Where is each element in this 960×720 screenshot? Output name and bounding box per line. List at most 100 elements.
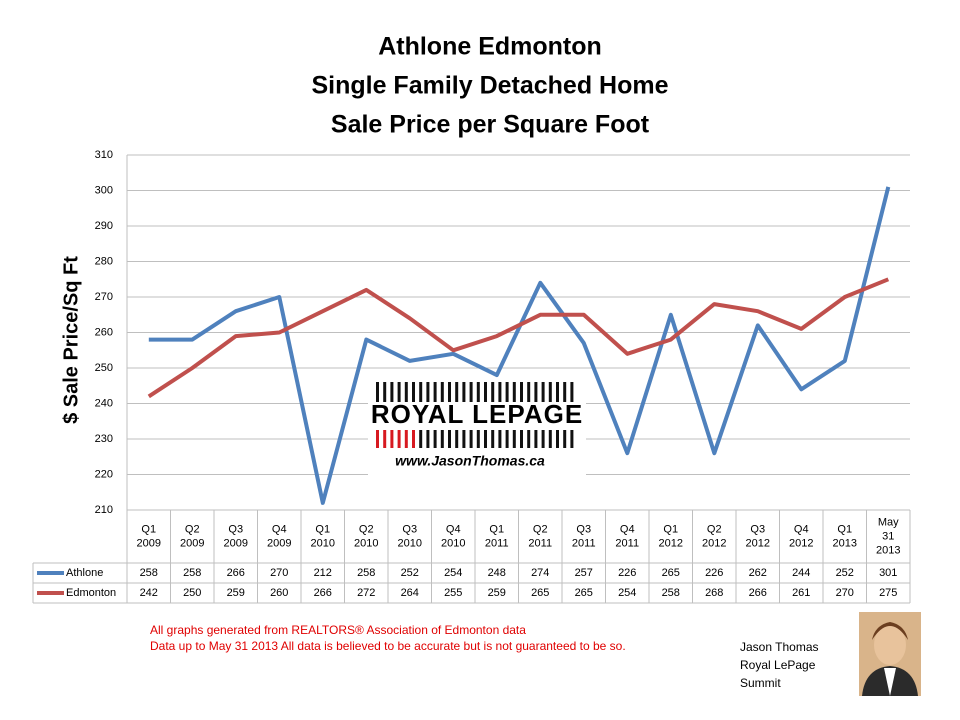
series-line <box>147 277 890 399</box>
table-cell: 212 <box>314 567 332 579</box>
x-tick-line: 2013 <box>876 544 900 556</box>
table-cell: 255 <box>444 587 462 599</box>
table-cell: 254 <box>444 567 462 579</box>
x-tick-line: Q1 <box>837 523 852 535</box>
logo-stripe <box>520 430 523 448</box>
logo-stripe <box>469 382 473 402</box>
logo-stripe <box>397 430 401 448</box>
logo-stripe <box>426 382 430 402</box>
x-tick-line: 2009 <box>267 537 291 549</box>
logo-stripe <box>419 430 423 448</box>
table-cell: 272 <box>357 587 375 599</box>
x-tick-label: Q1 2013 <box>833 523 857 549</box>
table-cell: 274 <box>531 567 549 579</box>
logo-stripe <box>440 430 444 448</box>
logo-stripe <box>541 382 545 402</box>
logo-stripe <box>505 382 509 402</box>
x-tick-line: Q1 <box>315 523 330 535</box>
x-tick-label: Q1 2011 <box>485 523 509 549</box>
logo-stripe <box>563 382 567 402</box>
x-tick-line: Q1 <box>141 523 156 535</box>
y-tick-label: 220 <box>95 468 113 480</box>
table-cell: 254 <box>618 587 636 599</box>
x-tick-line: 2009 <box>224 537 248 549</box>
logo-stripe <box>440 382 444 402</box>
table-cell: 270 <box>836 587 854 599</box>
x-tick-line: Q1 <box>663 523 678 535</box>
legend-label: Edmonton <box>66 587 116 599</box>
x-tick-label: Q4 2011 <box>615 523 639 549</box>
logo-stripe <box>476 430 480 448</box>
legend-label: Athlone <box>66 567 103 579</box>
logo-stripe <box>376 430 379 448</box>
logo-stripe <box>505 430 509 448</box>
table-cell: 258 <box>357 567 375 579</box>
x-tick-line: 2011 <box>572 537 596 549</box>
logo: ROYAL LEPAGE www.JasonThomas.ca <box>368 378 586 476</box>
x-tick-label: Q1 2009 <box>137 523 161 549</box>
logo-stripe <box>462 430 466 448</box>
x-tick-label: Q1 2012 <box>659 523 683 549</box>
logo-stripe <box>498 382 502 402</box>
y-tick-label: 300 <box>95 184 113 196</box>
table-cell: 268 <box>705 587 723 599</box>
logo-stripe <box>433 430 437 448</box>
x-tick-line: 2012 <box>659 537 683 549</box>
agent-photo <box>859 612 921 696</box>
x-tick-label: Q3 2011 <box>572 523 596 549</box>
logo-stripe <box>448 430 451 448</box>
x-tick-line: Q3 <box>228 523 243 535</box>
logo-stripe <box>498 430 502 448</box>
logo-stripe <box>426 430 430 448</box>
x-tick-label: Q3 2010 <box>398 523 422 549</box>
table-cell: 265 <box>575 587 593 599</box>
logo-stripe <box>512 382 516 402</box>
x-tick-line: 2011 <box>485 537 509 549</box>
logo-stripe <box>570 430 574 448</box>
logo-stripe <box>491 430 495 448</box>
logo-stripe <box>491 382 495 402</box>
x-tick-line: Q3 <box>750 523 765 535</box>
table-cell: 265 <box>531 587 549 599</box>
logo-stripe <box>383 430 387 448</box>
y-tick-label: 230 <box>95 433 113 445</box>
x-tick-line: 31 <box>882 530 894 542</box>
table-cell: 259 <box>488 587 506 599</box>
table-cell: 257 <box>575 567 593 579</box>
x-tick-label: Q2 2009 <box>180 523 204 549</box>
x-tick-line: 2011 <box>615 537 639 549</box>
x-tick-line: 2010 <box>441 537 465 549</box>
x-tick-line: 2010 <box>398 537 422 549</box>
logo-stripe <box>469 430 473 448</box>
logo-stripe <box>527 382 531 402</box>
logo-stripe <box>448 382 451 402</box>
y-axis-label: $ Sale Price/Sq Ft <box>60 256 82 424</box>
signature: Jason Thomas <box>740 640 819 654</box>
table-cell: 270 <box>270 567 288 579</box>
table-cell: 262 <box>749 567 767 579</box>
footer-note: Data up to May 31 2013 All data is belie… <box>150 639 626 653</box>
table-cell: 264 <box>401 587 419 599</box>
signature: Royal LePage <box>740 658 816 672</box>
x-tick-label: Q2 2011 <box>528 523 552 549</box>
logo-stripe <box>556 430 559 448</box>
logo-url: www.JasonThomas.ca <box>395 453 545 469</box>
logo-stripe <box>541 430 545 448</box>
x-tick-label: Q2 2010 <box>354 523 378 549</box>
y-tick-label: 310 <box>95 149 113 161</box>
table-cell: 275 <box>879 587 897 599</box>
x-tick-label: Q3 2009 <box>224 523 248 549</box>
y-tick-label: 260 <box>95 326 113 338</box>
logo-stripe <box>548 382 552 402</box>
y-tick-label: 270 <box>95 291 113 303</box>
table-cell: 258 <box>183 567 201 579</box>
logo-stripe <box>534 382 538 402</box>
x-tick-line: Q1 <box>489 523 504 535</box>
x-tick-label: Q2 2012 <box>702 523 726 549</box>
table-cell: 265 <box>662 567 680 579</box>
logo-stripe <box>462 382 466 402</box>
x-tick-label: Q4 2010 <box>441 523 465 549</box>
logo-stripe <box>433 382 437 402</box>
table-cell: 258 <box>140 567 158 579</box>
